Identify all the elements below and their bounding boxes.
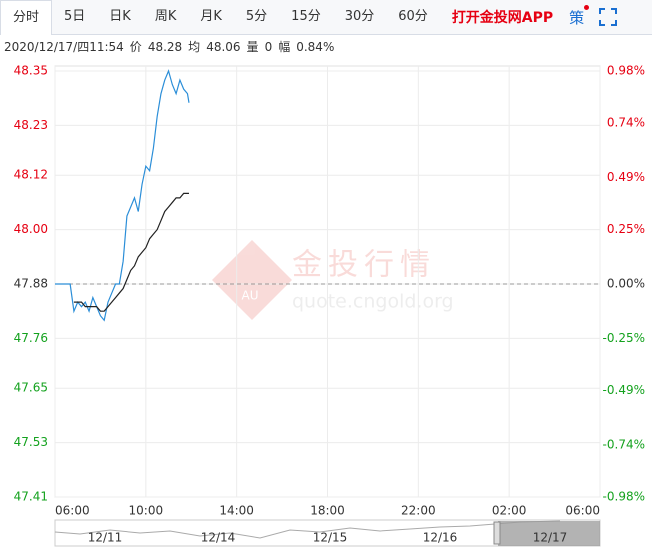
info-label: 价 — [129, 40, 142, 54]
x-tick-label: 06:00 — [565, 504, 600, 518]
navigator — [54, 519, 601, 547]
info-label: 量 — [246, 40, 259, 54]
info-label: 幅 — [278, 40, 291, 54]
navigator-date: 12/17 — [533, 531, 568, 545]
tab[interactable]: 月K — [200, 9, 222, 24]
x-tick-label: 22:00 — [401, 504, 436, 518]
tab[interactable]: 日K — [109, 9, 131, 24]
x-tick-label: 02:00 — [492, 504, 527, 518]
tab[interactable]: 5日 — [64, 9, 86, 24]
info-value: 0 — [264, 40, 273, 54]
info-time: 2020/12/17/四11:54 — [4, 40, 124, 54]
y2-tick-label: 0.25% — [607, 222, 645, 236]
tab[interactable]: 5分 — [245, 9, 268, 24]
watermark-logo — [212, 240, 292, 320]
tab[interactable]: 30分 — [344, 9, 375, 24]
x-tick-label: 14:00 — [219, 504, 254, 518]
navigator-date: 12/15 — [313, 531, 348, 545]
y-tick-label: 47.76 — [14, 331, 48, 345]
y-tick-label: 48.12 — [14, 168, 48, 182]
navigator-frame — [54, 519, 601, 547]
y-tick-label: 48.23 — [14, 118, 48, 132]
y2-tick-label: 0.49% — [607, 170, 645, 184]
tab[interactable]: 分时 — [0, 0, 53, 35]
strategy-label: 策 — [569, 8, 585, 27]
grid — [54, 65, 601, 498]
series-line — [73, 192, 189, 312]
tab[interactable]: 15分 — [291, 9, 321, 24]
info-value: 48.06 — [206, 40, 241, 54]
navigator-window[interactable] — [498, 521, 600, 546]
y2-tick-label: 0.74% — [607, 116, 645, 130]
info-label: 均 — [188, 40, 201, 54]
y-tick-label: 47.41 — [14, 490, 48, 504]
tab[interactable]: 周K — [154, 9, 177, 24]
y-tick-label: 48.00 — [14, 222, 48, 236]
y2-tick-label: -0.25% — [603, 331, 645, 345]
info-value: 0.84% — [296, 40, 335, 54]
x-tick-label: 18:00 — [310, 504, 345, 518]
x-tick-label: 06:00 — [55, 504, 90, 518]
watermark-logo-text: AU — [242, 289, 259, 303]
app-link[interactable]: 打开金投网APP — [451, 10, 554, 26]
tab[interactable]: 60分 — [398, 9, 428, 24]
series-line — [55, 69, 190, 322]
info-value: 48.28 — [147, 40, 183, 54]
navigator-date: 12/11 — [88, 531, 123, 545]
navigator-sparkline — [54, 520, 561, 539]
y-tick-label: 47.53 — [14, 435, 48, 449]
y-tick-label: 48.35 — [14, 64, 48, 78]
red-dot — [584, 4, 590, 10]
plot-frame — [54, 65, 601, 498]
y2-tick-label: 0.98% — [607, 64, 645, 78]
y2-tick-label: -0.74% — [603, 437, 645, 451]
y-tick-label: 47.88 — [14, 277, 48, 291]
navigator-handle[interactable] — [493, 521, 501, 545]
strategy-button[interactable]: 策 — [569, 4, 590, 28]
y2-tick-label: -0.98% — [603, 490, 645, 504]
navigator-date: 12/14 — [201, 531, 236, 545]
y2-tick-label: 0.00% — [607, 277, 645, 291]
watermark-url: quote.cngold.org — [292, 291, 454, 313]
x-tick-label: 10:00 — [129, 504, 164, 518]
y-tick-label: 47.65 — [14, 381, 48, 395]
tab-bar: 分时 5日 日K 周K 月K 5分 15分 30分 60分 打开金投网APP 策 — [0, 0, 652, 35]
info-line: 2020/12/17/四11:54 价 48.28 均 48.06 量 0 幅 0.84% — [4, 38, 340, 55]
watermark: AU 金投行情 quote.cngold.org — [212, 240, 454, 320]
y2-tick-label: -0.49% — [603, 383, 645, 397]
watermark-title: 金投行情 — [292, 248, 436, 283]
fullscreen-icon[interactable] — [598, 7, 618, 27]
navigator-date: 12/16 — [423, 531, 458, 545]
